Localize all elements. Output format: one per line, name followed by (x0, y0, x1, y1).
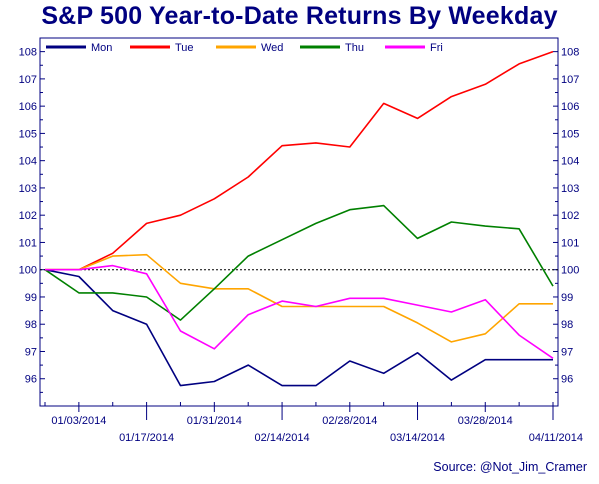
y-axis-right: 96 97 98 99 100 101 102 103 104 105 106 107 108 (553, 37, 579, 393)
y-tick-label-right: 99 (561, 292, 573, 304)
y-tick-label-left: 101 (19, 237, 37, 249)
y-tick-label-left: 107 (19, 74, 37, 86)
series-line-thu (44, 204, 554, 321)
y-tick-label-right: 105 (561, 128, 579, 140)
y-tick-label-left: 104 (19, 156, 37, 168)
chart-title: S&P 500 Year-to-Date Returns By Weekday (41, 2, 558, 30)
source-note: Source: @Not_Jim_Cramer (433, 460, 587, 474)
y-tick-label-right: 102 (561, 210, 579, 222)
y-tick-label-left: 106 (19, 101, 37, 113)
y-tick-label-left: 102 (19, 210, 37, 222)
y-axis-left: 96 97 98 99 100 101 102 103 104 105 106 107 108 (19, 37, 45, 393)
x-tick-label: 03/28/2014 (458, 415, 513, 427)
y-tick-label-right: 104 (561, 156, 579, 168)
series-line-wed (45, 253, 553, 343)
x-tick-label: 01/31/2014 (187, 415, 242, 427)
x-tick-label: 02/14/2014 (255, 432, 310, 444)
legend-label-fri: Fri (430, 42, 443, 54)
y-tick-label-right: 108 (561, 47, 579, 59)
y-tick-label-left: 108 (19, 47, 37, 59)
legend-label-thu: Thu (345, 42, 364, 54)
y-tick-label-right: 98 (561, 319, 573, 331)
series-line-fri (45, 264, 554, 359)
y-tick-label-right: 100 (561, 265, 579, 277)
y-tick-label-right: 107 (561, 74, 579, 86)
y-tick-label-left: 98 (25, 319, 37, 331)
y-tick-label-left: 103 (19, 183, 37, 195)
y-tick-label-left: 96 (25, 374, 37, 386)
x-tick-label: 03/14/2014 (390, 432, 445, 444)
y-tick-label-left: 100 (19, 265, 37, 277)
series-line-tue (45, 50, 554, 271)
series-group (44, 50, 554, 387)
y-tick-label-right: 97 (561, 346, 573, 358)
y-tick-label-left: 105 (19, 128, 37, 140)
x-axis: 01/03/2014 01/17/2014 01/31/2014 02/14/2014… (44, 402, 583, 444)
legend-label-mon: Mon (91, 42, 112, 54)
y-tick-label-right: 103 (561, 183, 579, 195)
x-tick-label: 04/11/2014 (529, 432, 583, 444)
legend-label-wed: Wed (261, 42, 283, 54)
legend-label-tue: Tue (175, 42, 194, 54)
plot-frame (39, 37, 559, 407)
x-tick-label: 01/03/2014 (51, 415, 106, 427)
y-tick-label-left: 97 (25, 346, 37, 358)
series-line-mon (44, 268, 553, 387)
x-tick-label: 02/28/2014 (322, 415, 377, 427)
y-tick-label-right: 96 (561, 374, 573, 386)
x-tick-label: 01/17/2014 (119, 432, 174, 444)
y-tick-label-right: 106 (561, 101, 579, 113)
legend: Mon Tue Wed Thu Fri (46, 42, 443, 54)
y-tick-label-left: 99 (25, 292, 37, 304)
y-tick-label-right: 101 (561, 237, 579, 249)
